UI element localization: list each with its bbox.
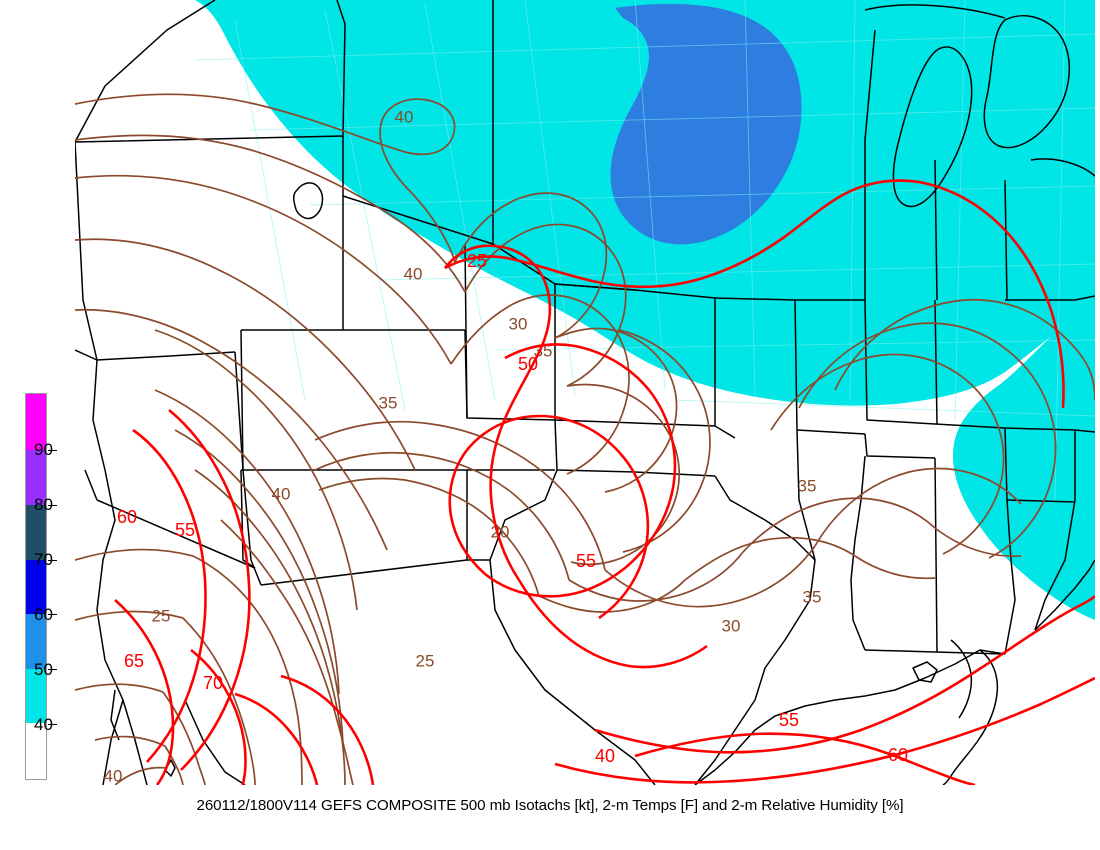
colorbar-band-60-70 (26, 559, 46, 615)
colorbar-tick-90 (48, 450, 57, 452)
temperature-label: 55 (576, 551, 596, 571)
temperature-contours (114, 179, 1095, 785)
colorbar-band-70-80 (26, 504, 46, 560)
isotach-label: 35 (379, 393, 398, 412)
temperature-label: 65 (124, 651, 144, 671)
colorbar-label-60: 60 (34, 605, 53, 624)
isotach-label: 40 (104, 766, 123, 785)
isotach-label: 35 (798, 476, 817, 495)
temperature-label: 40 (595, 746, 615, 766)
colorbar-label-40: 40 (34, 715, 53, 734)
colorbar-band-50-60 (26, 614, 46, 669)
isotach-labels: 40 40 30 35 35 40 20 25 35 35 30 25 40 (104, 107, 822, 785)
colorbar-band-40-50 (26, 668, 46, 724)
colorbar-tick-50 (48, 668, 57, 670)
isotach-label: 25 (152, 606, 171, 625)
colorbar-tick-40 (48, 723, 57, 725)
isotach-label: 30 (722, 616, 741, 635)
isotach-label: 40 (404, 264, 423, 283)
relative-humidity-colorbar[interactable] (25, 393, 57, 780)
isotach-label: 25 (416, 651, 435, 670)
temperature-label: 50 (518, 354, 538, 374)
colorbar-label-90: 90 (34, 440, 53, 459)
isotach-label: 35 (803, 587, 822, 606)
colorbar-tick-60 (48, 614, 57, 616)
colorbar-label-50: 50 (34, 660, 53, 679)
isotach-contours (75, 93, 1095, 785)
colorbar-label-80: 80 (34, 495, 53, 514)
colorbar-tick-80 (48, 504, 57, 506)
map-caption: 260112/1800V114 GEFS COMPOSITE 500 mb Is… (196, 797, 904, 814)
temperature-labels: 25 50 60 55 55 65 70 55 40 60 (117, 251, 908, 766)
isotach-label: 40 (395, 107, 414, 126)
isotach-label: 30 (509, 314, 528, 333)
temperature-label: 60 (888, 745, 908, 765)
colorbar-tick-70 (48, 559, 57, 561)
temperature-label: 70 (203, 673, 223, 693)
colorbar-band-90-100 (26, 394, 46, 451)
temperature-label: 55 (779, 710, 799, 730)
temperature-label: 25 (467, 251, 487, 271)
isotach-label: 40 (272, 484, 291, 503)
colorbar-band-80-90 (26, 450, 46, 505)
map-canvas: 40 40 30 35 35 40 20 25 35 35 30 25 40 (75, 0, 1095, 785)
political-boundaries (75, 0, 1095, 785)
contour-map-panel[interactable]: 40 40 30 35 35 40 20 25 35 35 30 25 40 (75, 0, 1095, 785)
temperature-label: 60 (117, 507, 137, 527)
colorbar-band-below-40 (26, 723, 46, 779)
colorbar-label-70: 70 (34, 550, 53, 569)
temperature-label: 55 (175, 520, 195, 540)
relative-humidity-shading (160, 0, 1095, 620)
